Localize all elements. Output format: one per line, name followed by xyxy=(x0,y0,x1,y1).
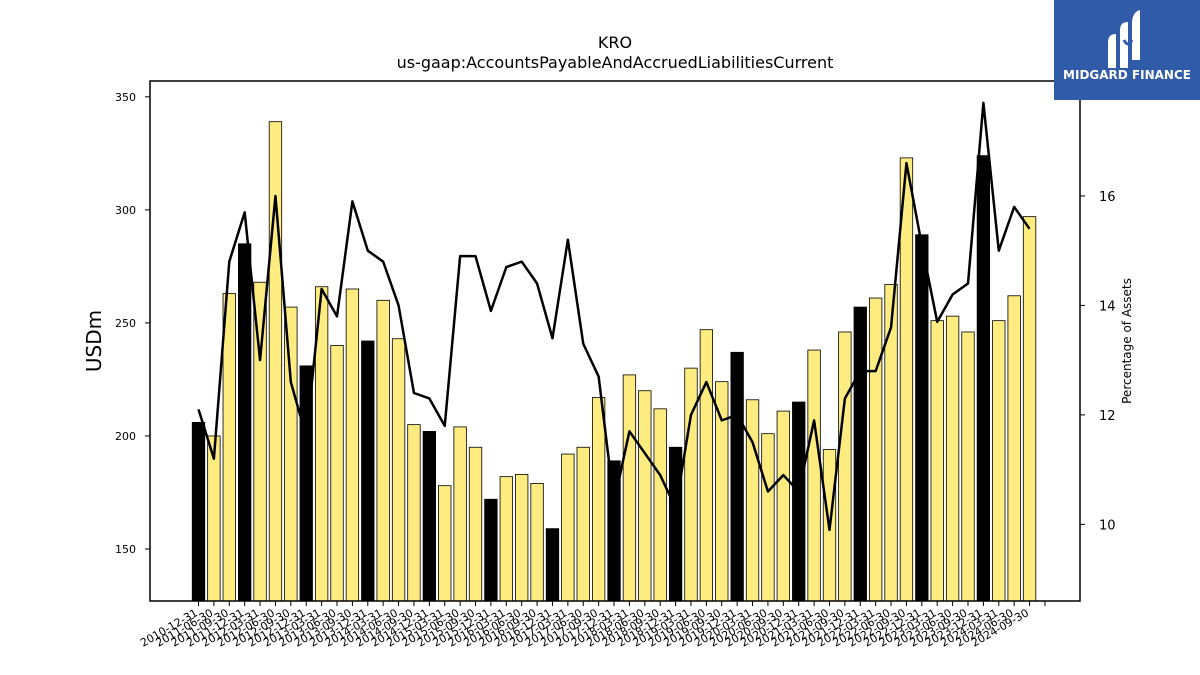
bar xyxy=(730,351,744,602)
bar xyxy=(668,446,683,602)
bar xyxy=(407,424,421,602)
bar xyxy=(792,401,806,602)
bar xyxy=(438,485,452,602)
bar xyxy=(1022,216,1037,602)
percentage-line xyxy=(197,101,1031,532)
bar xyxy=(222,293,236,602)
y-axis: 150 200 250 300 350 xyxy=(115,91,150,556)
bar xyxy=(284,306,298,602)
y-tick-label: 250 xyxy=(115,317,136,330)
bar xyxy=(853,306,867,602)
bar xyxy=(238,243,252,602)
y-tick-label: 150 xyxy=(115,543,136,556)
y2-tick-label: 16 xyxy=(1099,190,1116,205)
bar xyxy=(699,329,714,602)
bar xyxy=(468,446,483,602)
bar xyxy=(838,331,852,602)
bar xyxy=(561,453,575,602)
bar xyxy=(638,390,652,602)
line-group xyxy=(197,101,1031,532)
bar xyxy=(884,284,898,602)
bar xyxy=(945,315,960,602)
y-tick-label: 350 xyxy=(115,91,136,104)
y2-tick-label: 10 xyxy=(1099,518,1116,533)
bar xyxy=(207,435,221,602)
bar xyxy=(376,299,390,602)
bar xyxy=(869,297,883,602)
bar xyxy=(499,476,513,602)
chart-title: KRO xyxy=(598,33,632,52)
bar xyxy=(761,433,775,602)
bar xyxy=(545,528,560,602)
bar xyxy=(915,234,929,602)
bar xyxy=(453,426,467,602)
bar xyxy=(992,320,1006,602)
chart-subtitle: us-gaap:AccountsPayableAndAccruedLiabili… xyxy=(397,53,834,72)
bar xyxy=(807,349,821,602)
y2-tick-label: 14 xyxy=(1099,299,1116,314)
bar xyxy=(745,399,760,602)
bar xyxy=(961,331,975,602)
bar xyxy=(191,421,206,602)
y-axis-label: USDm xyxy=(82,310,106,372)
x-axis: 2010-12-312011-06-302011-09-302011-12-31… xyxy=(138,601,1046,650)
bar xyxy=(345,288,360,602)
bar xyxy=(776,410,790,602)
bar xyxy=(591,397,606,602)
bar xyxy=(622,374,637,602)
y-tick-label: 200 xyxy=(115,430,136,443)
plot-frame xyxy=(149,80,1081,602)
bar xyxy=(576,446,590,602)
y2-tick-label: 12 xyxy=(1099,409,1116,424)
bar xyxy=(530,483,544,602)
bar xyxy=(422,431,437,602)
bar xyxy=(899,157,914,602)
logo-text: MIDGARD FINANCE xyxy=(1063,68,1191,82)
bar xyxy=(930,320,944,602)
midgard-finance-logo: MIDGARD FINANCE xyxy=(1054,0,1200,100)
bar xyxy=(1007,295,1021,602)
bar xyxy=(515,473,529,602)
logo-mark-icon xyxy=(1108,10,1140,68)
bar xyxy=(484,498,498,602)
bar xyxy=(976,155,991,602)
bar xyxy=(715,381,729,602)
bar-group xyxy=(191,121,1037,602)
bar xyxy=(330,345,344,602)
bar xyxy=(653,408,667,602)
y2-axis-label: Percentage of Assets xyxy=(1120,278,1134,404)
bar xyxy=(361,340,375,602)
y-tick-label: 300 xyxy=(115,204,136,217)
bar xyxy=(268,121,283,602)
bar xyxy=(391,338,406,602)
y2-axis: 10 12 14 16 xyxy=(1080,190,1116,533)
